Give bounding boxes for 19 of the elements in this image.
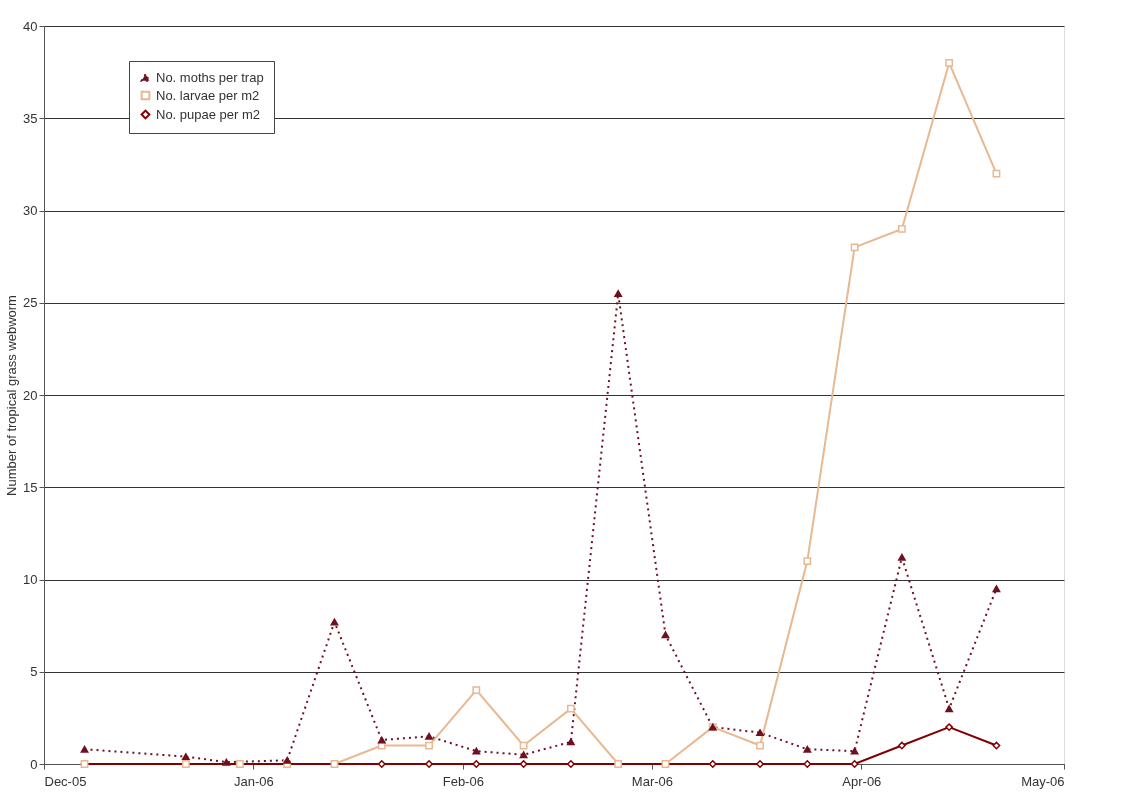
y-tick-label: 0 xyxy=(30,756,38,772)
y-tick-label: 25 xyxy=(23,295,38,311)
y-tick-label: 10 xyxy=(23,572,38,587)
y-tick-label: 20 xyxy=(23,387,38,403)
x-tick-label: Jan-06 xyxy=(234,773,274,789)
y-tick-label: 5 xyxy=(30,664,38,680)
x-tick-label: Feb-06 xyxy=(442,773,484,789)
y-axis-title: Number of tropical grass webworm xyxy=(4,295,20,496)
legend-label: No. pupae per m2 xyxy=(156,106,261,122)
x-tick-label: Dec-05 xyxy=(44,773,87,789)
y-tick-label: 15 xyxy=(23,479,38,495)
y-tick-label: 40 xyxy=(23,18,38,34)
y-tick-label: 30 xyxy=(23,203,38,218)
x-tick-label: Apr-06 xyxy=(842,773,882,789)
x-tick-label: Mar-06 xyxy=(631,773,674,789)
y-tick-label: 35 xyxy=(23,110,38,126)
x-tick-label: May-06 xyxy=(1021,773,1065,789)
legend-label: No. moths per trap xyxy=(156,69,264,85)
legend-label: No. larvae per m2 xyxy=(156,87,260,103)
